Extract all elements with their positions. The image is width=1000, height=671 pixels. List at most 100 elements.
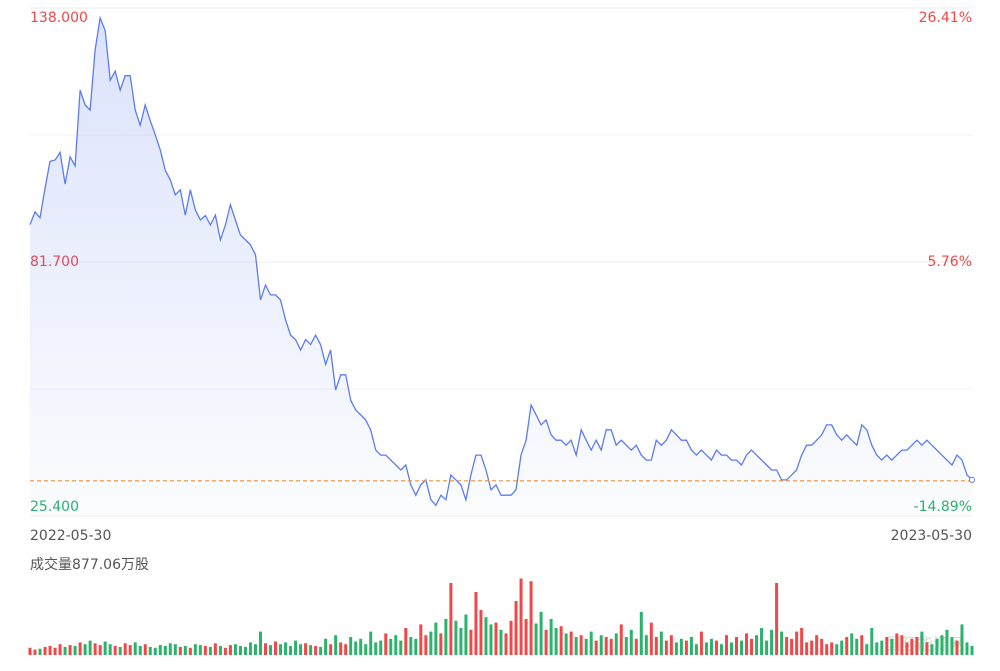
volume-bar <box>429 631 433 655</box>
volume-bar <box>28 647 32 655</box>
volume-bar <box>800 628 804 655</box>
volume-bar <box>729 642 733 655</box>
volume-bar <box>930 644 934 655</box>
volume-bar <box>469 629 473 655</box>
volume-bar <box>790 638 794 655</box>
volume-bar <box>684 640 688 655</box>
volume-bar <box>414 638 418 655</box>
price-area <box>30 17 972 517</box>
volume-bar <box>755 635 759 655</box>
volume-bar <box>389 638 393 655</box>
volume-bar <box>223 647 227 655</box>
volume-bar <box>449 583 453 655</box>
volume-bar <box>404 628 408 655</box>
volume-bar <box>158 645 162 655</box>
volume-bar <box>379 640 383 655</box>
volume-bar <box>399 640 403 655</box>
volume-bar <box>760 628 764 655</box>
volume-bar <box>519 578 523 655</box>
volume-bar <box>334 635 338 655</box>
watermark: 国际能源网 <box>885 635 965 654</box>
volume-bar <box>674 642 678 655</box>
volume-bar <box>439 633 443 655</box>
volume-bar <box>714 640 718 655</box>
volume-bar <box>173 644 177 655</box>
volume-bar <box>940 635 944 655</box>
volume-bar <box>574 637 578 655</box>
volume-bar <box>599 635 603 655</box>
volume-bar <box>654 637 658 655</box>
volume-bar <box>664 640 668 655</box>
volume-bar <box>830 642 834 655</box>
volume-bar <box>504 633 508 655</box>
volume-bar <box>208 646 212 655</box>
volume-bar <box>339 642 343 655</box>
volume-bar <box>885 637 889 655</box>
volume-bar <box>83 644 87 655</box>
volume-bar <box>719 644 723 655</box>
volume-bar <box>915 637 919 655</box>
volume-bar <box>860 635 864 655</box>
volume-bar <box>579 635 583 655</box>
volume-bar <box>639 611 643 655</box>
volume-bar <box>765 640 769 655</box>
volume-bar <box>880 640 884 655</box>
volume-bar <box>554 628 558 655</box>
volume-bar <box>890 638 894 655</box>
volume-bar <box>314 646 318 655</box>
volume-bar <box>394 635 398 655</box>
volume-bar <box>810 640 814 655</box>
volume-bar <box>855 638 859 655</box>
volume-bar <box>143 644 147 655</box>
price-line <box>29 15 973 507</box>
volume-bar <box>188 647 192 655</box>
volume-bar <box>33 649 37 655</box>
volume-bar <box>945 629 949 655</box>
volume-bar <box>108 644 112 655</box>
volume-bar <box>88 640 92 655</box>
volume-bar <box>549 619 553 655</box>
volume-bar <box>895 633 899 655</box>
volume-bar <box>464 614 468 655</box>
volume-bar <box>815 635 819 655</box>
volume-bar <box>775 583 779 655</box>
volume-bar <box>489 624 493 655</box>
volume-bar <box>258 631 262 655</box>
volume-bar <box>419 624 423 655</box>
volume-bar <box>865 644 869 655</box>
volume-bar <box>253 644 257 655</box>
volume-bar <box>689 637 693 655</box>
volume-bar <box>780 631 784 655</box>
volume-bar <box>514 601 518 655</box>
volume-bar <box>459 628 463 655</box>
volume-bar <box>138 646 142 655</box>
volume-bar <box>825 644 829 655</box>
volume-bar <box>38 648 42 655</box>
volume-bar <box>309 645 313 655</box>
volume-bar <box>148 646 152 655</box>
volume-bar <box>935 638 939 655</box>
volume-bar <box>870 628 874 655</box>
y2-tick-label: 5.76% <box>928 254 972 270</box>
volume-bar <box>629 629 633 655</box>
volume-bar <box>58 644 62 655</box>
volume-bar <box>740 640 744 655</box>
volume-bar <box>153 647 157 655</box>
volume-bar <box>68 645 72 655</box>
y2-tick-label: 26.41% <box>919 10 972 26</box>
volume-bar <box>344 644 348 655</box>
volume-bar <box>795 631 799 655</box>
volume-bar <box>704 642 708 655</box>
volume-bar <box>925 642 929 655</box>
volume-bar <box>424 635 428 655</box>
volume-bar <box>264 643 267 655</box>
volume-bar <box>634 638 638 655</box>
volume-bar <box>274 641 278 655</box>
volume-bar <box>484 617 488 655</box>
volume-bar <box>269 645 273 655</box>
volume-bar <box>950 637 954 655</box>
volume-bar <box>875 642 879 655</box>
volume-bar <box>183 646 187 655</box>
volume-bar <box>118 646 122 655</box>
volume-bar <box>324 638 328 655</box>
